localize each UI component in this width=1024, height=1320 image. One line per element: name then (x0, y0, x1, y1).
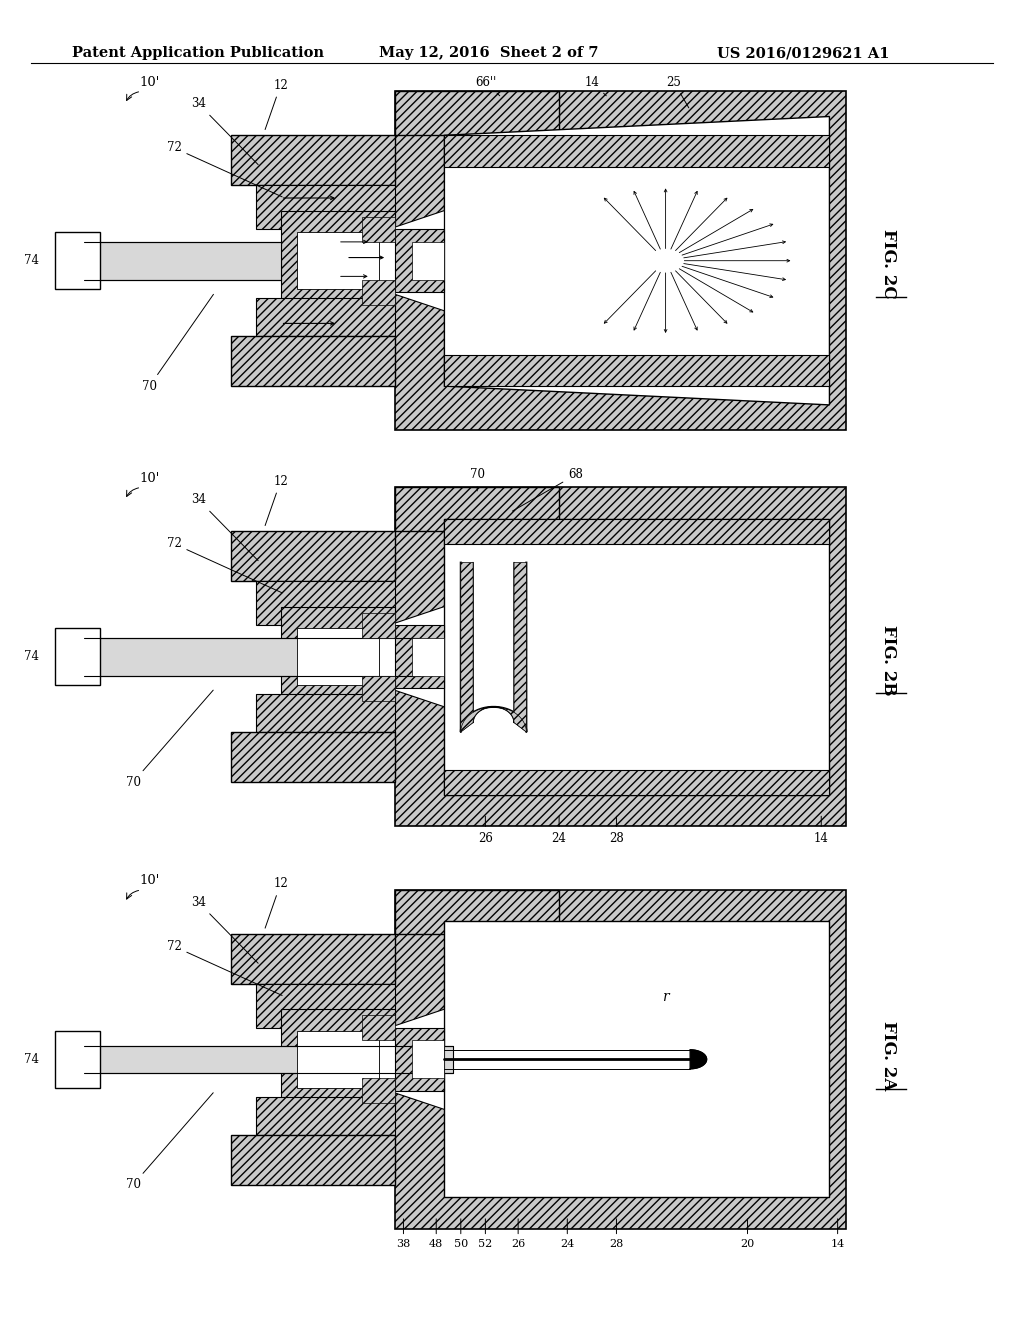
Text: 74: 74 (24, 651, 39, 663)
Text: 52: 52 (478, 1218, 493, 1249)
Bar (231, 935, 395, 985)
Text: 72: 72 (167, 537, 283, 593)
Bar (444, 519, 829, 544)
Text: 26: 26 (511, 1218, 525, 1249)
Bar (412, 638, 444, 676)
Bar (256, 298, 395, 335)
Bar (412, 1040, 444, 1078)
Bar (395, 487, 846, 826)
Bar (395, 91, 559, 135)
Bar (444, 355, 829, 385)
Bar (55, 1031, 100, 1088)
Bar (395, 890, 559, 935)
Text: 28: 28 (609, 816, 624, 845)
Text: 14: 14 (814, 816, 828, 845)
Text: 14: 14 (830, 1218, 845, 1249)
Text: 74: 74 (24, 255, 39, 267)
Text: 70: 70 (142, 294, 213, 392)
Text: US 2016/0129621 A1: US 2016/0129621 A1 (717, 46, 889, 61)
Text: 50: 50 (454, 1218, 468, 1249)
Bar (362, 280, 395, 305)
Bar (256, 1097, 395, 1135)
Bar (297, 232, 379, 289)
Bar (395, 230, 444, 292)
Polygon shape (690, 1049, 707, 1069)
Bar (395, 487, 559, 531)
Bar (84, 1045, 453, 1073)
Bar (281, 1008, 395, 1109)
Bar (444, 135, 829, 166)
Bar (55, 232, 100, 289)
Text: 25: 25 (667, 75, 689, 108)
Text: 12: 12 (265, 475, 288, 525)
Text: 12: 12 (265, 79, 288, 129)
Text: 10': 10' (139, 874, 160, 887)
Bar (281, 607, 395, 708)
Bar (256, 694, 395, 731)
Bar (362, 1078, 395, 1104)
Bar (281, 210, 395, 310)
Bar (395, 626, 444, 688)
Text: 70: 70 (470, 469, 484, 491)
Text: 34: 34 (191, 896, 258, 964)
Bar (231, 532, 395, 581)
Bar (362, 1015, 395, 1040)
Polygon shape (379, 1010, 444, 1109)
Bar (362, 216, 395, 242)
Polygon shape (514, 562, 526, 731)
Text: FIG. 2B: FIG. 2B (881, 624, 897, 696)
Text: 70: 70 (126, 690, 213, 788)
Bar (395, 890, 846, 1229)
Bar (231, 335, 395, 385)
Bar (84, 242, 281, 280)
Text: 28: 28 (609, 1218, 624, 1249)
Bar (256, 581, 395, 626)
Text: 68: 68 (512, 469, 583, 511)
Text: 12: 12 (265, 878, 288, 928)
Bar (362, 676, 395, 701)
Text: 70: 70 (126, 1093, 213, 1191)
Text: May 12, 2016  Sheet 2 of 7: May 12, 2016 Sheet 2 of 7 (379, 46, 598, 61)
Text: 24: 24 (560, 1218, 574, 1249)
Polygon shape (461, 562, 473, 731)
Bar (395, 1028, 444, 1090)
Bar (231, 135, 395, 186)
Bar (256, 185, 395, 230)
Text: 20: 20 (740, 1218, 755, 1249)
Bar (444, 921, 829, 1197)
Text: 72: 72 (167, 141, 283, 197)
Bar (444, 519, 829, 795)
Text: 26: 26 (478, 816, 493, 845)
Text: 48: 48 (429, 1218, 443, 1249)
Polygon shape (379, 210, 444, 310)
Text: FIG. 2C: FIG. 2C (881, 230, 897, 298)
Text: 10': 10' (139, 75, 160, 88)
Bar (395, 91, 846, 430)
Text: FIG. 2A: FIG. 2A (881, 1022, 897, 1090)
Text: 38: 38 (396, 1218, 411, 1249)
Bar (362, 612, 395, 638)
Bar (55, 628, 100, 685)
Bar (256, 985, 395, 1028)
Text: 34: 34 (191, 98, 258, 165)
Text: 74: 74 (24, 1053, 39, 1065)
Text: 66'': 66'' (475, 75, 500, 96)
Polygon shape (444, 116, 829, 405)
Text: r: r (663, 990, 669, 1003)
Text: 72: 72 (167, 940, 283, 995)
Bar (84, 638, 420, 676)
Text: 34: 34 (191, 494, 258, 561)
Polygon shape (461, 708, 526, 731)
Bar (231, 1135, 395, 1185)
Bar (297, 628, 379, 685)
Text: 10': 10' (139, 471, 160, 484)
Bar (444, 770, 829, 795)
Bar (412, 242, 444, 280)
Polygon shape (379, 607, 444, 708)
Text: Patent Application Publication: Patent Application Publication (72, 46, 324, 61)
Text: 14: 14 (585, 75, 606, 96)
Bar (231, 731, 395, 781)
Bar (297, 1031, 379, 1088)
Text: 24: 24 (552, 816, 566, 845)
